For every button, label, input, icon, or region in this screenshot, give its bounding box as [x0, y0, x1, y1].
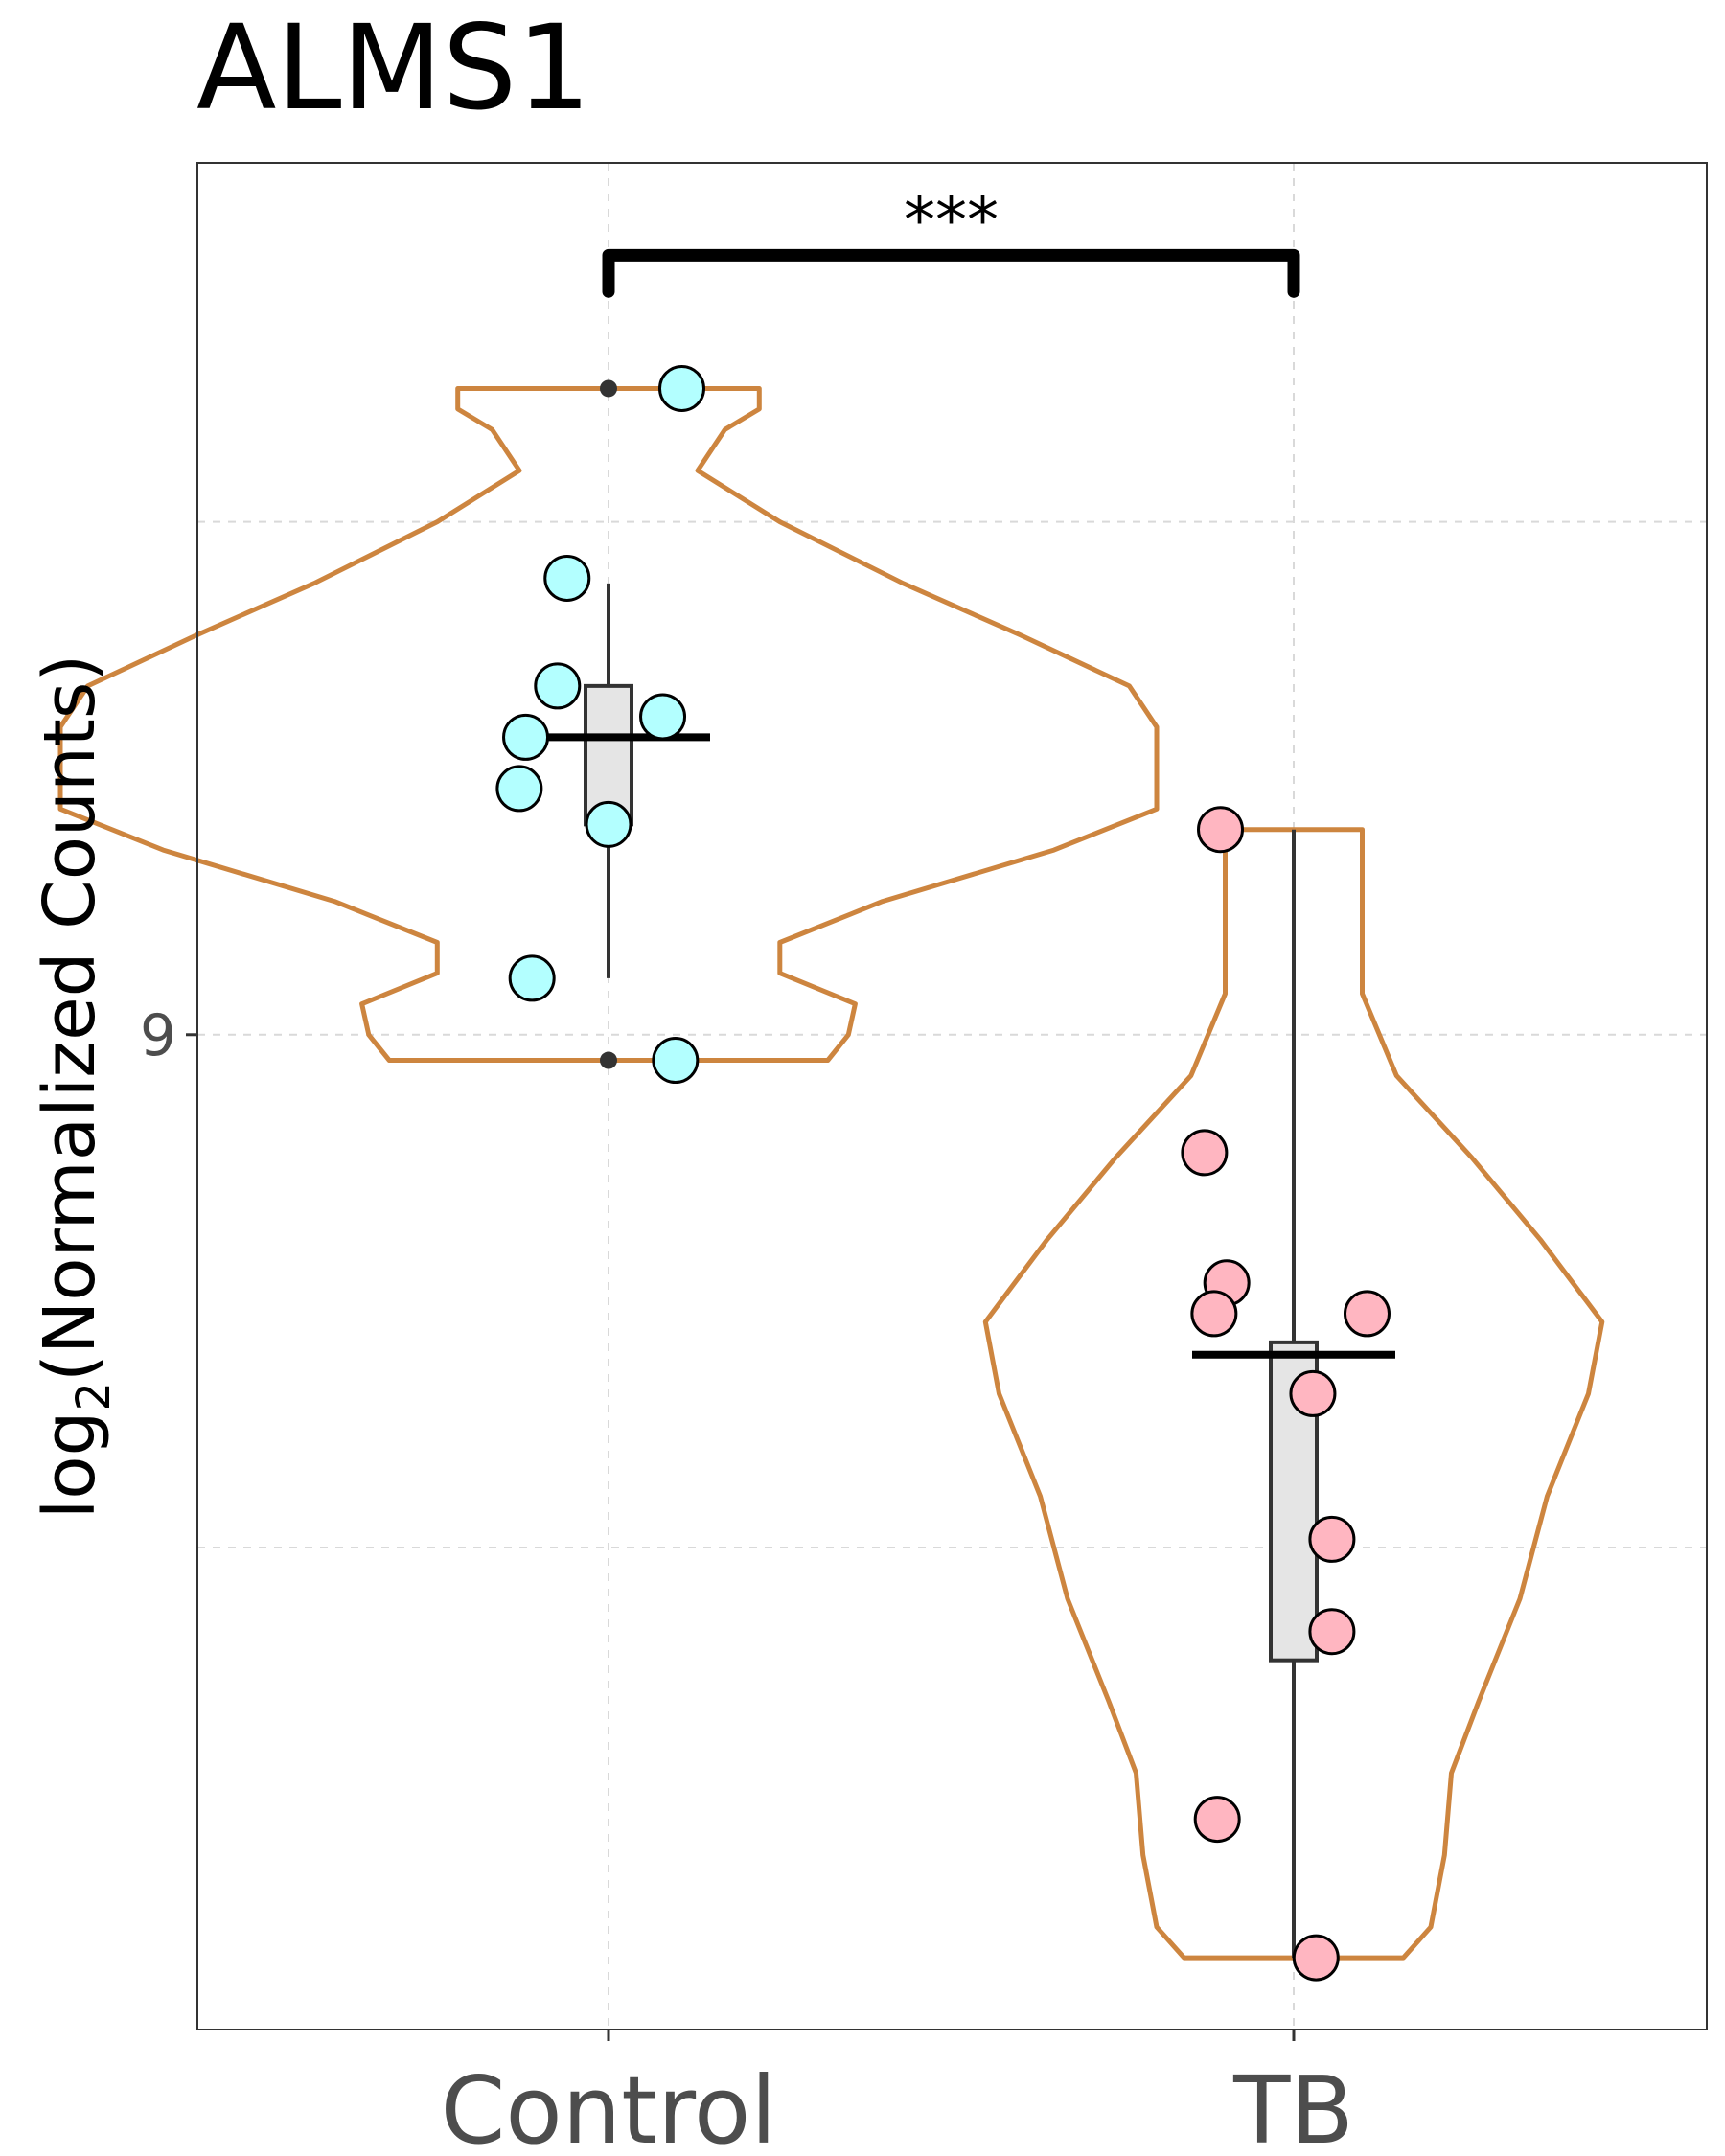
violin-control [58, 386, 1160, 1063]
data-point-tb [1190, 1290, 1238, 1338]
data-point-control [508, 954, 556, 1002]
outlier-point [600, 1051, 617, 1069]
significance-bracket-line [602, 248, 1300, 298]
data-point-control [652, 1037, 700, 1085]
y-axis-label-rest: (Normalized Counts) [29, 654, 112, 1382]
data-point-control [585, 800, 632, 848]
data-point-control [639, 693, 687, 741]
data-point-tb [1181, 1129, 1229, 1177]
significance-label: *** [904, 183, 999, 257]
y-axis-label-subscript: 2 [66, 1381, 121, 1411]
data-point-control [495, 765, 543, 813]
data-point-control [502, 713, 550, 761]
plot-panel-border [196, 162, 1708, 2030]
data-point-tb [1343, 1290, 1391, 1338]
axes: Control TB 9 [140, 1002, 1354, 2156]
outlier-point [600, 379, 617, 398]
data-points [495, 364, 1391, 1982]
x-tick-label-control: Control [441, 2056, 777, 2156]
significance-bracket: *** [602, 183, 1300, 298]
data-point-tb [1292, 1934, 1340, 1982]
data-point-tb [1289, 1369, 1337, 1417]
data-point-tb [1308, 1515, 1356, 1563]
data-point-control [657, 364, 705, 412]
data-point-control [543, 554, 591, 602]
data-point-control [534, 662, 582, 710]
y-tick-label: 9 [140, 1002, 176, 1069]
data-point-tb [1193, 1796, 1241, 1844]
x-tick-label-tb: TB [1232, 2056, 1354, 2156]
data-point-tb [1308, 1608, 1356, 1656]
y-axis-label-main: log [29, 1411, 112, 1520]
data-point-tb [1197, 806, 1245, 854]
chart-title: ALMS1 [196, 0, 591, 136]
y-axis-label: log2(Normalized Counts) [29, 654, 121, 1520]
